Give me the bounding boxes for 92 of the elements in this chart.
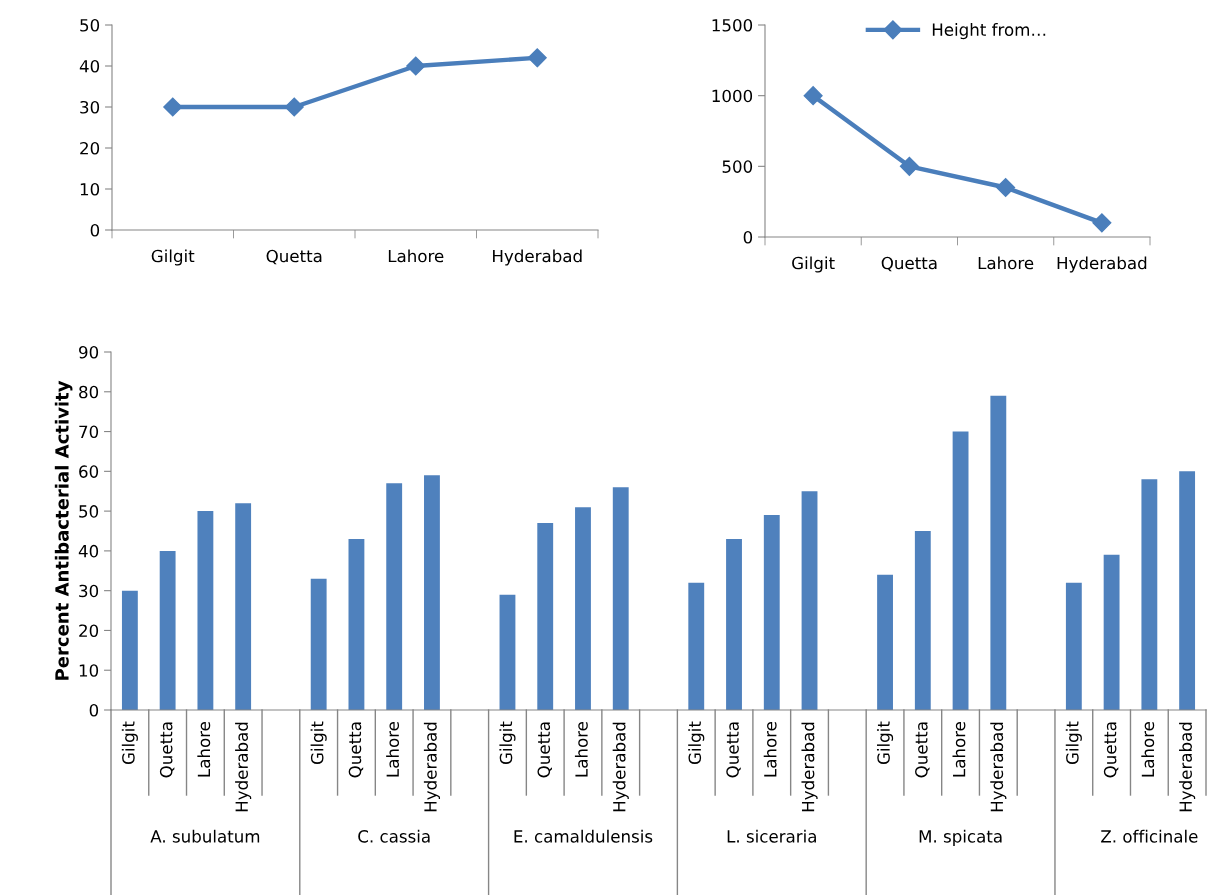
x-tick-label: Hyderabad bbox=[801, 722, 818, 812]
x-tick-label: Quetta bbox=[348, 722, 364, 778]
point bbox=[406, 56, 426, 76]
y-tick-label: 50 bbox=[79, 505, 99, 518]
bar bbox=[424, 475, 440, 710]
bar bbox=[1179, 471, 1196, 710]
x-tick-label: Lahore bbox=[763, 722, 777, 777]
bar bbox=[952, 431, 969, 710]
text: M. spicata bbox=[919, 829, 1002, 846]
bar bbox=[1065, 582, 1082, 710]
y-tick-label: 60 bbox=[79, 465, 99, 478]
x-tick-label: Lahore bbox=[1141, 722, 1155, 777]
x-tick-label: Gilgit bbox=[310, 721, 327, 765]
y-tick-label: 20 bbox=[80, 141, 100, 155]
y-tick-label: 0 bbox=[90, 223, 100, 237]
x-tick-label: Gilgit bbox=[151, 249, 195, 266]
y-tick-label: 30 bbox=[80, 100, 100, 114]
bar bbox=[1103, 554, 1120, 710]
bar bbox=[1141, 479, 1158, 710]
y-tick-label: 80 bbox=[79, 385, 99, 399]
bar bbox=[197, 511, 214, 710]
y-tick-label: 1000 bbox=[712, 89, 753, 103]
point bbox=[1092, 213, 1112, 233]
bar bbox=[612, 487, 629, 710]
bar bbox=[159, 550, 176, 710]
text: C. cassia bbox=[358, 829, 430, 843]
text: E. camaldulensis bbox=[514, 829, 653, 843]
x-tick-label: Quetta bbox=[266, 249, 322, 265]
y-tick-label: 500 bbox=[722, 160, 753, 173]
point bbox=[284, 97, 304, 117]
y-axis-title: Percent Antibacterial Activity bbox=[54, 380, 73, 680]
x-tick-label: Quetta bbox=[1103, 722, 1119, 778]
x-tick-label: Hyderabad bbox=[423, 722, 441, 812]
x-tick-label: Quetta bbox=[159, 722, 175, 778]
bar bbox=[914, 531, 931, 710]
bar bbox=[575, 507, 591, 710]
y-tick-label: 10 bbox=[79, 664, 99, 677]
bar bbox=[310, 578, 327, 710]
bar bbox=[688, 582, 705, 710]
x-tick-label: Hyderabad bbox=[493, 249, 582, 266]
x-tick-label: Gilgit bbox=[499, 721, 516, 765]
bar bbox=[877, 574, 893, 710]
legend-label: Height from… bbox=[932, 23, 1046, 40]
bar bbox=[801, 491, 818, 710]
bar bbox=[990, 395, 1007, 710]
bar bbox=[235, 503, 252, 710]
x-tick-label: Gilgit bbox=[876, 721, 894, 765]
x-tick-label: Lahore bbox=[574, 722, 588, 777]
point bbox=[803, 86, 823, 106]
x-tick-label: Lahore bbox=[952, 722, 966, 777]
x-tick-label: Hyderabad bbox=[990, 722, 1007, 812]
x-tick-label: Gilgit bbox=[688, 721, 705, 765]
point bbox=[899, 156, 919, 176]
y-tick-label: 40 bbox=[78, 544, 99, 558]
x-tick-label: Gilgit bbox=[792, 256, 835, 273]
x-tick-label: Quetta bbox=[537, 722, 552, 778]
y-tick-label: 90 bbox=[79, 345, 99, 359]
bar bbox=[726, 538, 742, 710]
x-tick-label: Lahore bbox=[978, 256, 1034, 270]
y-tick-label: 0 bbox=[89, 703, 99, 717]
x-tick-label: Quetta bbox=[726, 722, 741, 778]
y-tick-label: 40 bbox=[79, 59, 100, 73]
point bbox=[163, 97, 183, 117]
x-tick-label: Gilgit bbox=[121, 721, 138, 765]
x-tick-label: Hyderabad bbox=[1179, 722, 1196, 812]
x-tick-label: Gilgit bbox=[1065, 721, 1082, 765]
y-tick-label: 50 bbox=[80, 18, 100, 32]
y-tick-label: 0 bbox=[743, 230, 753, 244]
text: A. subulatum bbox=[150, 829, 260, 843]
x-tick-label: Lahore bbox=[197, 722, 211, 777]
text: L. siceraria bbox=[727, 829, 816, 843]
text: Z. officinale bbox=[1101, 829, 1198, 843]
x-tick-label: Lahore bbox=[388, 249, 444, 263]
bar bbox=[537, 523, 554, 710]
x-tick-label: Quetta bbox=[881, 256, 937, 272]
point bbox=[996, 177, 1016, 198]
y-tick-label: 1500 bbox=[712, 18, 753, 32]
bar bbox=[121, 590, 138, 710]
bar bbox=[348, 538, 365, 710]
x-tick-label: Quetta bbox=[915, 722, 930, 778]
point bbox=[527, 48, 547, 68]
y-tick-label: 20 bbox=[79, 624, 99, 638]
x-tick-label: Lahore bbox=[386, 722, 400, 777]
bar bbox=[499, 594, 516, 710]
y-tick-label: 70 bbox=[79, 425, 99, 439]
x-tick-label: Hyderabad bbox=[235, 722, 252, 812]
x-tick-label: Hyderabad bbox=[612, 722, 629, 812]
bar bbox=[763, 515, 780, 710]
y-tick-label: 10 bbox=[80, 182, 100, 196]
y-tick-label: 30 bbox=[79, 584, 99, 598]
x-tick-label: Hyderabad bbox=[1057, 256, 1147, 273]
bar bbox=[386, 483, 403, 710]
